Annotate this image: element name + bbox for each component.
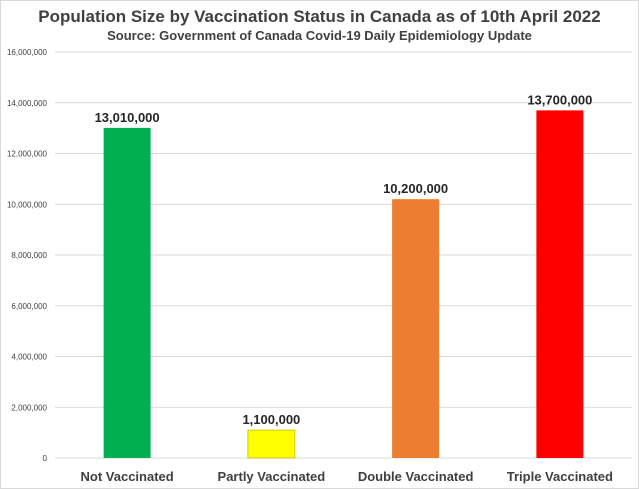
x-tick-label: Double Vaccinated (358, 469, 474, 484)
y-tick-label: 8,000,000 (11, 251, 47, 260)
y-tick-label: 4,000,000 (11, 353, 47, 362)
data-label: 13,010,000 (95, 110, 160, 125)
y-tick-label: 2,000,000 (11, 403, 47, 412)
data-label: 13,700,000 (527, 92, 592, 107)
bars (103, 110, 584, 459)
y-tick-label: 0 (43, 454, 48, 463)
y-tick-label: 6,000,000 (11, 302, 47, 311)
y-axis: 0 2,000,000 4,000,000 6,000,000 8,000,000 10,… (7, 48, 48, 463)
x-axis: Not Vaccinated Partly Vaccinated Double Va… (81, 469, 614, 484)
data-labels: 13,010,000 1,100,000 10,200,000 13,700,000 (95, 92, 593, 427)
y-tick-label: 16,000,000 (7, 48, 48, 57)
chart-subtitle: Source: Government of Canada Covid-19 Da… (107, 28, 532, 43)
x-tick-label: Not Vaccinated (81, 469, 174, 484)
x-tick-label: Partly Vaccinated (218, 469, 326, 484)
bar-double-vaccinated (392, 199, 440, 459)
bar-not-vaccinated (103, 127, 151, 458)
bar-partly-vaccinated (247, 429, 296, 459)
gridlines (55, 51, 632, 459)
chart-title: Population Size by Vaccination Status in… (38, 7, 601, 26)
y-tick-label: 12,000,000 (7, 150, 48, 159)
y-tick-label: 10,000,000 (7, 200, 48, 209)
data-label: 10,200,000 (383, 181, 448, 196)
bar-triple-vaccinated (536, 110, 584, 459)
data-label: 1,100,000 (242, 412, 300, 427)
x-tick-label: Triple Vaccinated (507, 469, 613, 484)
y-tick-label: 14,000,000 (7, 99, 48, 108)
